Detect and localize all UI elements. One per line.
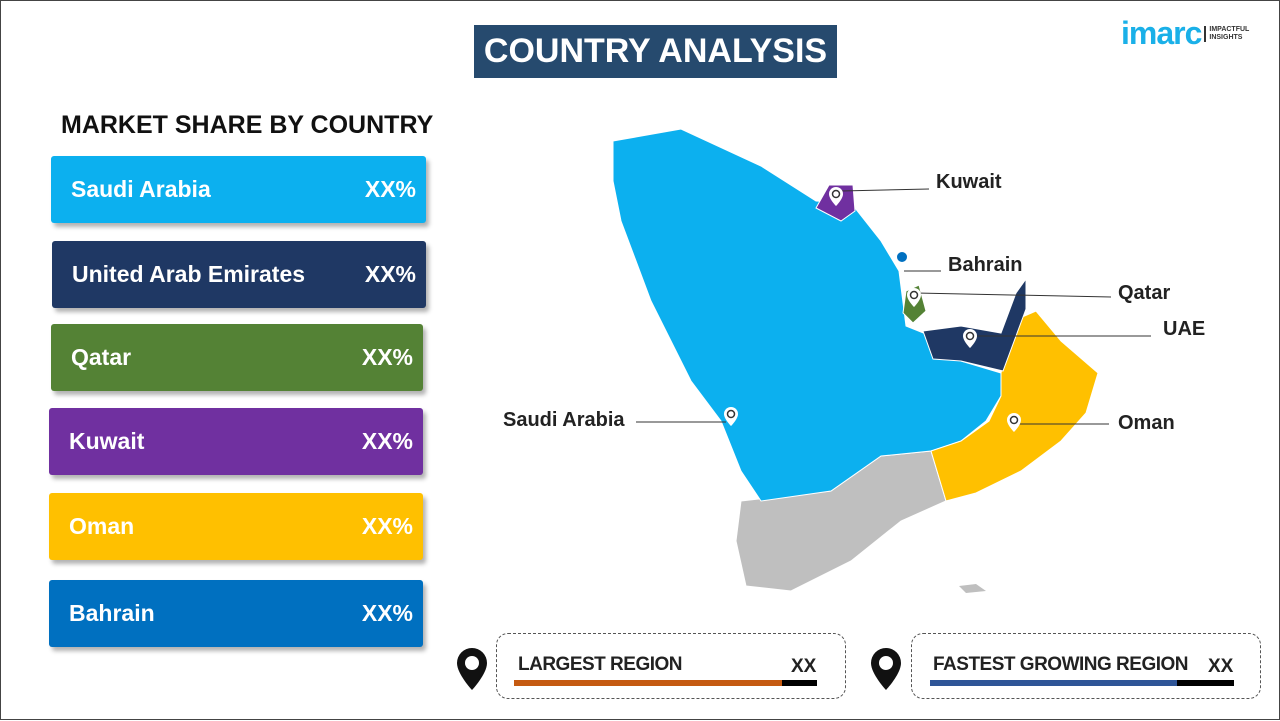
location-pin-icon bbox=[871, 648, 901, 690]
page-title: COUNTRY ANALYSIS bbox=[474, 25, 837, 78]
map-label-saudi-arabia: Saudi Arabia bbox=[503, 409, 625, 431]
panel-title: MARKET SHARE BY COUNTRY bbox=[61, 111, 434, 139]
share-bar-bahrain: Bahrain XX% bbox=[49, 580, 423, 647]
map-label-bahrain: Bahrain bbox=[948, 254, 1023, 276]
uae-region bbox=[922, 277, 1027, 372]
imarc-logo: imarc IMPACTFUL INSIGHTS bbox=[1121, 15, 1250, 51]
bahrain-region bbox=[897, 252, 907, 262]
share-bar-qatar: Qatar XX% bbox=[51, 324, 423, 391]
map-label-oman: Oman bbox=[1118, 412, 1175, 434]
share-bar-kuwait: Kuwait XX% bbox=[49, 408, 423, 475]
largest-region-card: LARGEST REGION XX bbox=[496, 633, 846, 699]
fastest-growing-region-card: FASTEST GROWING REGION XX bbox=[911, 633, 1261, 699]
oman-region bbox=[930, 310, 1099, 502]
map-label-qatar: Qatar bbox=[1118, 282, 1171, 304]
map-label-uae: UAE bbox=[1163, 318, 1206, 340]
location-pin-icon bbox=[457, 648, 487, 690]
share-bar-saudi-arabia: Saudi Arabia XX% bbox=[51, 156, 426, 223]
share-bar-uae: United Arab Emirates XX% bbox=[52, 241, 426, 308]
share-bar-oman: Oman XX% bbox=[49, 493, 423, 560]
map-label-kuwait: Kuwait bbox=[936, 171, 1002, 193]
